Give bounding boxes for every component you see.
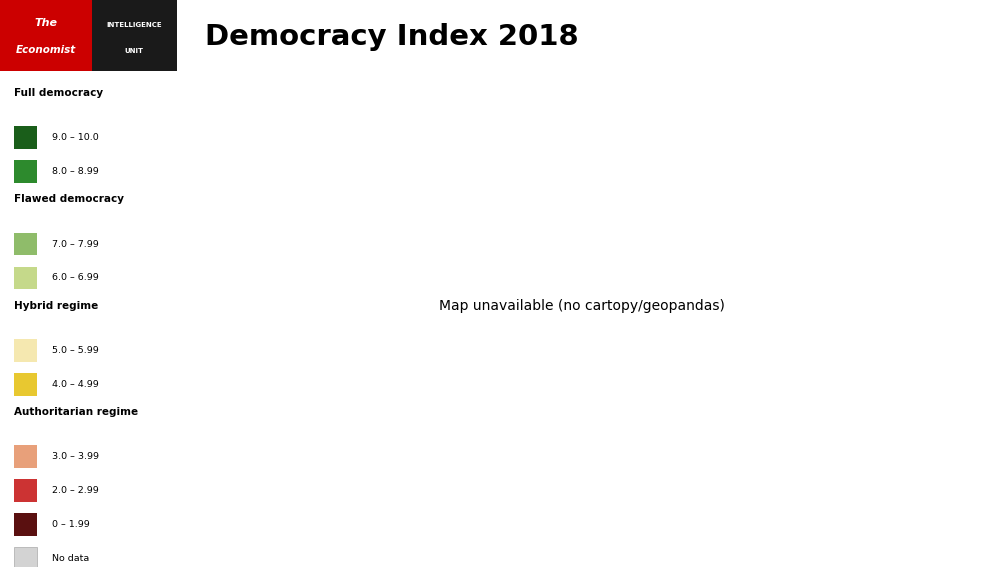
Bar [14,479,37,502]
Bar [14,547,37,567]
Text: Flawed democracy: Flawed democracy [14,194,124,204]
Text: UNIT: UNIT [125,48,144,54]
Text: Map unavailable (no cartopy/geopandas): Map unavailable (no cartopy/geopandas) [439,299,725,313]
Bar [14,339,37,362]
Text: Authoritarian regime: Authoritarian regime [14,407,138,417]
Bar [14,446,37,468]
Text: Democracy Index 2018: Democracy Index 2018 [205,23,578,51]
Text: 3.0 – 3.99: 3.0 – 3.99 [52,452,100,462]
Text: 8.0 – 8.99: 8.0 – 8.99 [52,167,99,176]
Bar [0,0,92,71]
Bar [14,126,37,149]
Text: 5.0 – 5.99: 5.0 – 5.99 [52,346,99,355]
Bar [14,233,37,255]
Bar [14,373,37,396]
Text: 7.0 – 7.99: 7.0 – 7.99 [52,240,99,248]
Bar [14,266,37,289]
Text: 9.0 – 10.0: 9.0 – 10.0 [52,133,99,142]
Text: Economist: Economist [16,45,76,54]
Text: Hybrid regime: Hybrid regime [14,301,98,311]
Text: 4.0 – 4.99: 4.0 – 4.99 [52,380,99,389]
Text: 0 – 1.99: 0 – 1.99 [52,520,90,529]
Text: 2.0 – 2.99: 2.0 – 2.99 [52,486,99,495]
Text: Full democracy: Full democracy [14,88,103,98]
Bar [14,160,37,183]
Bar [92,0,177,71]
Text: 6.0 – 6.99: 6.0 – 6.99 [52,273,99,282]
Bar [14,513,37,536]
Text: INTELLIGENCE: INTELLIGENCE [107,22,162,28]
Text: No data: No data [52,554,90,563]
Text: The: The [34,18,58,28]
